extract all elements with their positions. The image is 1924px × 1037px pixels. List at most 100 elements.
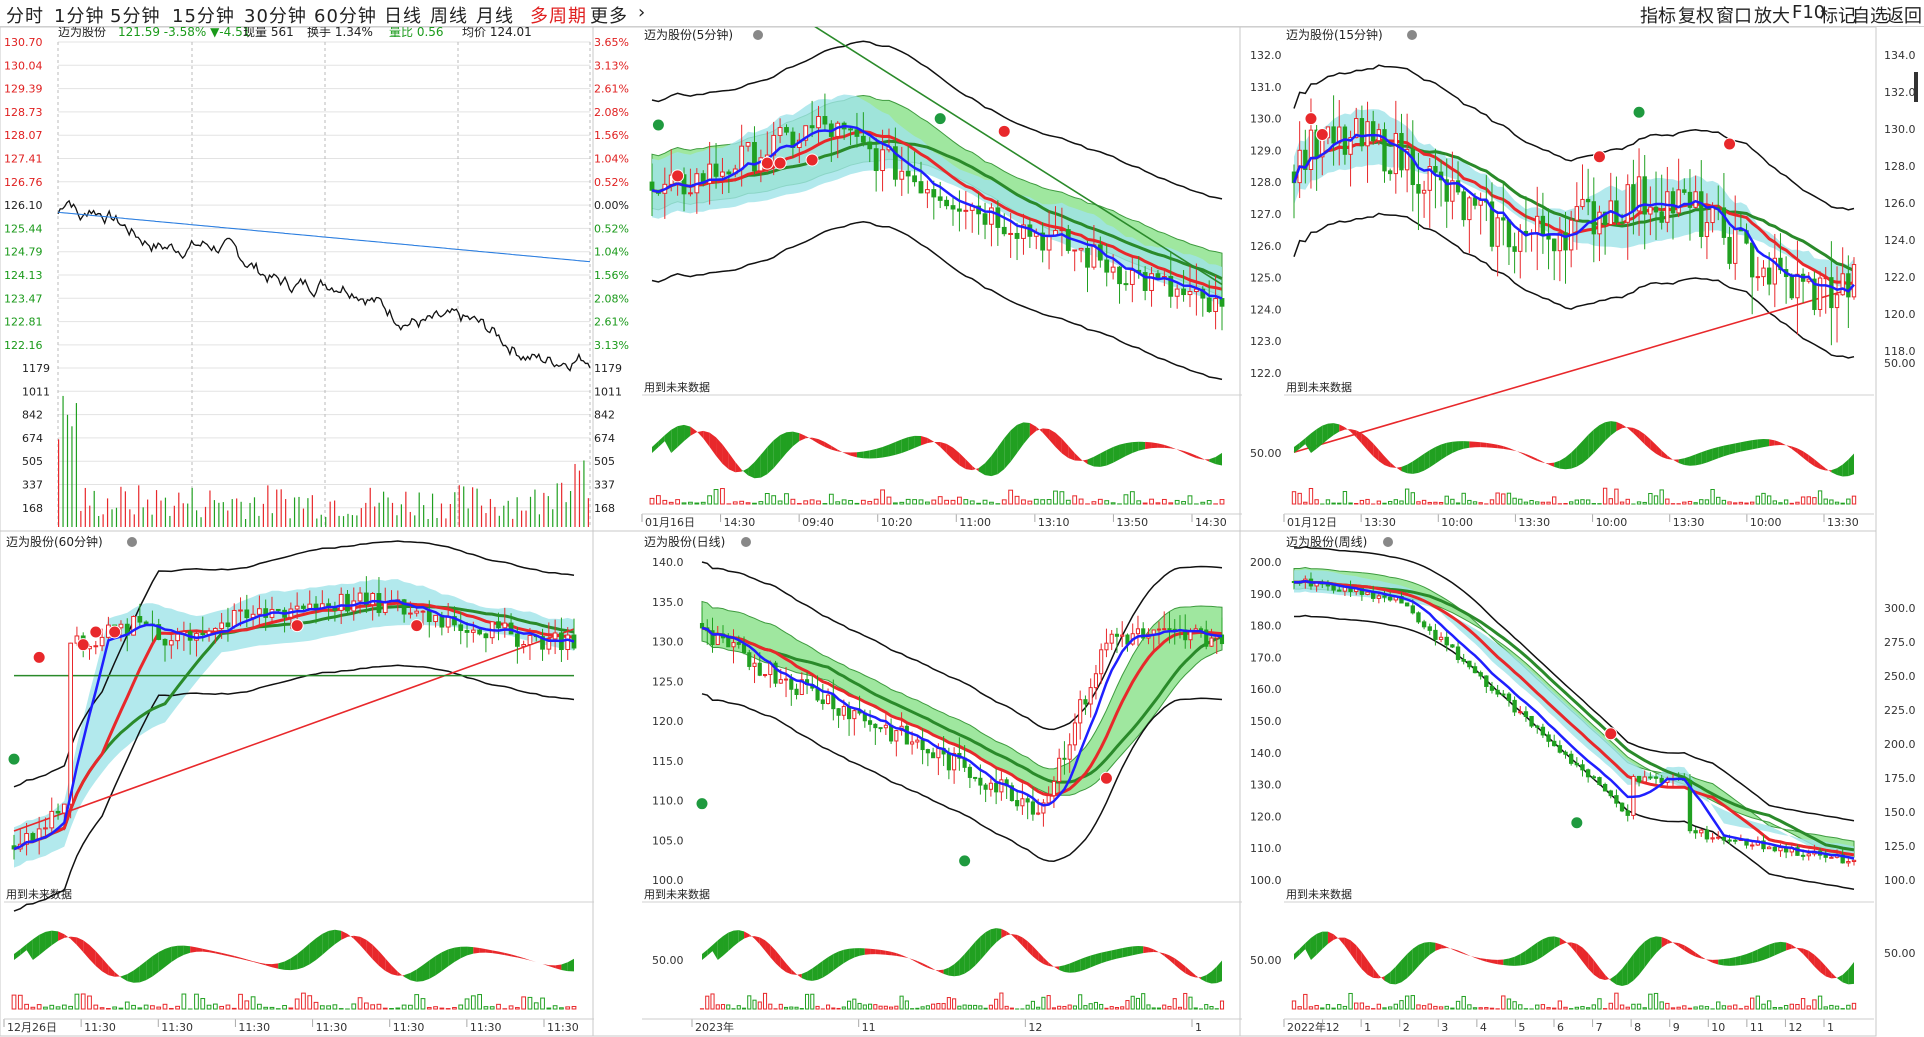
sub-bar [1800,496,1806,505]
volume-bar [293,497,296,527]
candle [1501,217,1506,221]
sub-bar [370,1004,376,1010]
candle [784,127,789,133]
sub-bar [1219,1000,1225,1010]
volume-bar [547,496,549,527]
volume-bar [240,501,242,527]
volume-bar [244,518,247,527]
volume-bar [400,504,402,527]
oscillator-segment [1209,457,1216,465]
y-tick: 200.0 [1250,556,1282,569]
oscillator-segment [1797,947,1804,954]
oscillator-segment [1344,937,1351,954]
sub-bar [1151,1007,1156,1010]
volume-bar [151,514,153,527]
sub-bar [905,498,911,505]
oscillator-segment [259,962,266,966]
oscillator-segment [980,932,986,960]
oscillator-segment [1064,963,1070,973]
volume-bar [574,463,576,527]
period-tab-0[interactable]: 分时 [6,6,44,27]
sub-bar [1489,1007,1495,1010]
oscillator-segment [1339,937,1345,947]
volume-bar [213,500,216,527]
volume-bar [538,514,541,527]
candle [1209,637,1214,647]
period-tab-5[interactable]: 60分钟 [314,6,377,27]
toolbar-btn-0[interactable]: 指标 [1640,6,1676,27]
oscillator-segment [353,935,361,946]
sub-bar [1523,501,1529,505]
oscillator-segment [1718,445,1724,459]
oscillator-segment [1011,934,1018,941]
sub-bar [777,500,783,505]
sub-bar [1120,1006,1125,1010]
right-tick: 120.0 [1884,308,1916,321]
candle [1563,232,1568,251]
period-tab-3[interactable]: 15分钟 [172,6,235,27]
sub-bar [988,1004,993,1010]
oscillator-segment [1132,441,1139,453]
oscillator-segment [284,958,291,971]
candle [1585,198,1591,203]
oscillator-segment [1006,931,1012,936]
sub-bar [1704,1006,1710,1010]
candle [1682,189,1687,193]
toolbar-btn-7[interactable]: 返回 [1886,6,1922,27]
sub-bar [1574,499,1580,505]
sub-bar [1716,496,1721,505]
sub-bar [1789,502,1794,505]
toolbar-btn-5[interactable]: 标记 [1820,6,1856,27]
candle [736,642,741,645]
more-arrow-icon[interactable]: › [638,2,647,23]
sub-bar [313,1001,319,1010]
candle [1057,757,1062,782]
oscillator-segment [498,951,505,956]
oscillator-segment [1599,967,1606,980]
candle [1099,649,1104,675]
oscillator-segment [567,958,574,972]
candle [307,603,313,609]
sub-bar [1059,491,1065,505]
candle [1580,764,1585,771]
oscillator-segment [908,435,915,451]
volume-bar [369,487,371,527]
sub-bar [1552,1007,1557,1010]
period-tab-6[interactable]: 日线 [384,6,422,27]
sub-bar [150,1005,155,1010]
period-tab-9[interactable]: 多周期 [530,6,587,27]
period-tab-8[interactable]: 月线 [476,6,514,27]
x-label: 14:30 [724,516,756,529]
y-tick: 127.0 [1250,208,1282,221]
oscillator-segment [696,430,704,439]
oscillator-segment [1497,959,1504,966]
volume-bar [556,483,558,527]
toolbar-btn-6[interactable]: 自选 [1852,6,1888,27]
sub-bar [1648,993,1653,1010]
toolbar-btn-2[interactable]: 窗口 [1716,6,1752,27]
sub-bar [1699,499,1704,505]
right-tick: 130.0 [1884,123,1916,136]
sub-bar [527,996,533,1010]
sub-bar [1693,502,1698,505]
oscillator-segment [467,946,474,956]
sub-bar [376,1003,382,1010]
toolbar-btn-4[interactable]: F10 [1792,2,1826,23]
sub-bar [873,498,879,505]
sub-bar [950,499,956,505]
sub-bar [1761,492,1766,505]
period-tab-10[interactable]: 更多 [590,6,628,27]
toolbar-btn-1[interactable]: 复权 [1678,6,1714,27]
period-tab-2[interactable]: 5分钟 [110,6,161,27]
price-tick: 122.16 [4,339,43,352]
sell-signal-icon [1315,128,1329,141]
toolbar-btn-3[interactable]: 放大 [1754,6,1790,27]
candle [1188,630,1193,641]
period-tab-4[interactable]: 30分钟 [244,6,307,27]
oscillator-segment [397,971,405,977]
oscillator-segment [1842,969,1849,985]
period-tab-7[interactable]: 周线 [430,6,468,27]
candle [1495,217,1500,247]
period-tab-1[interactable]: 1分钟 [54,6,105,27]
right-price-axis: 134.0132.0130.0128.0126.0124.0122.0120.0… [1884,49,1918,960]
